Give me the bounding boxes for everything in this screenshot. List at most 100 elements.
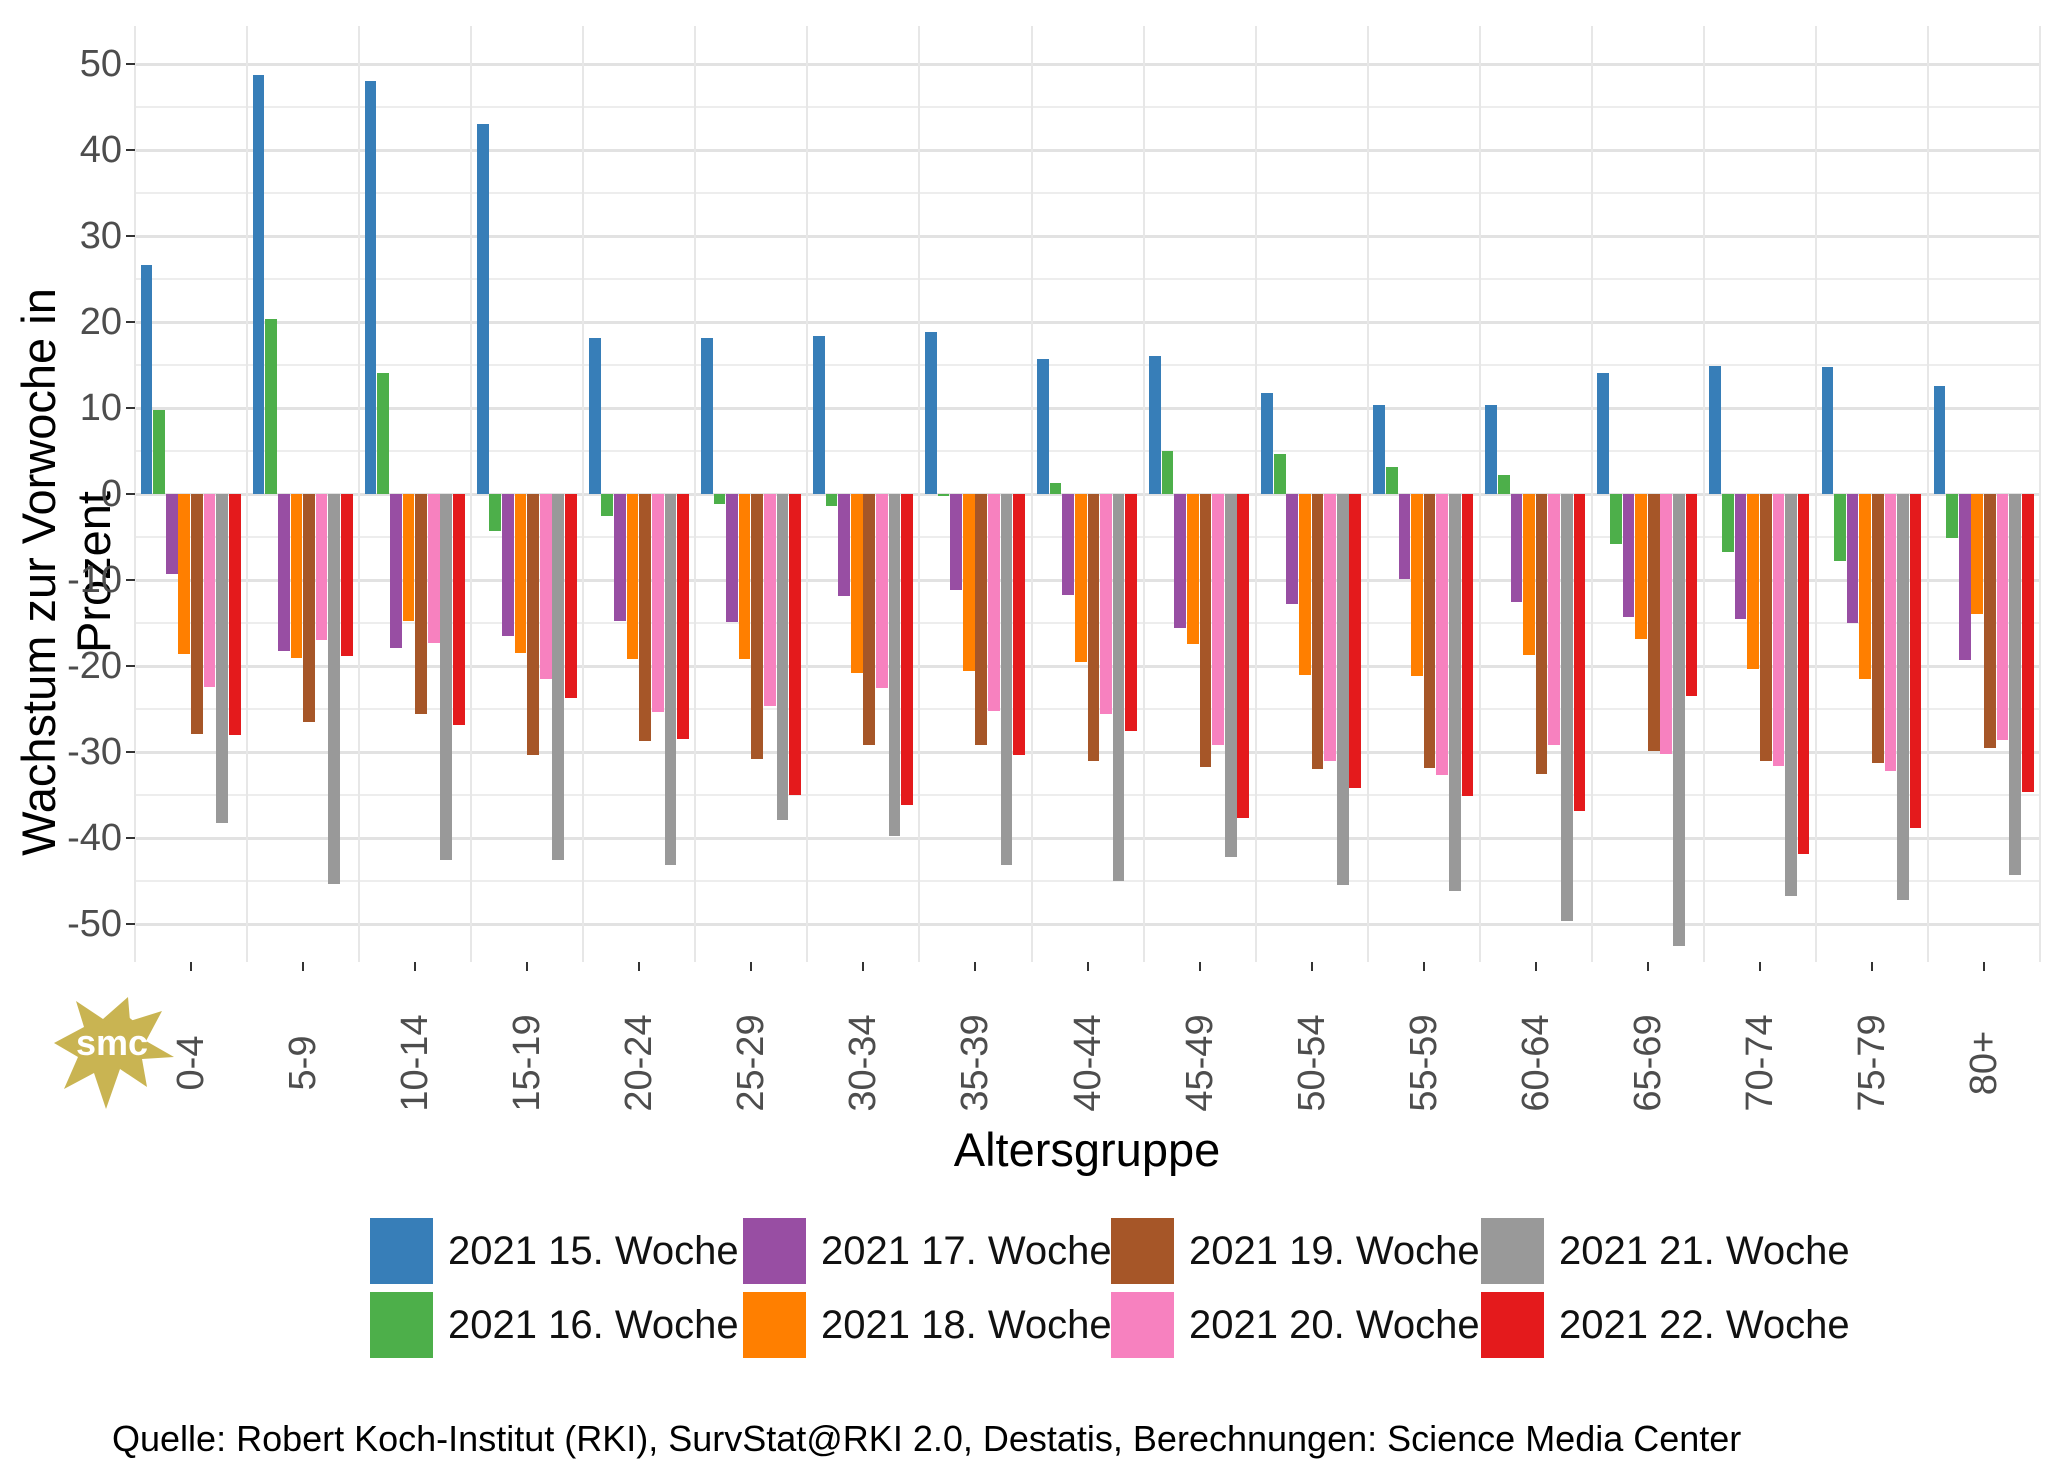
bar bbox=[315, 494, 328, 641]
y-tick-label: -10 bbox=[67, 559, 122, 601]
y-tick-label: 50 bbox=[79, 43, 122, 85]
bar bbox=[1859, 494, 1872, 679]
gridline-vertical bbox=[470, 26, 473, 962]
legend-key-swatch bbox=[743, 1218, 806, 1284]
bar bbox=[165, 494, 178, 574]
legend-key-swatch bbox=[370, 1218, 433, 1284]
bar bbox=[1149, 356, 1161, 494]
bar bbox=[1535, 494, 1548, 775]
bar bbox=[1647, 494, 1660, 752]
y-tick-label: -30 bbox=[67, 731, 122, 773]
x-tick-mark bbox=[750, 962, 753, 971]
gridline-vertical bbox=[1478, 26, 1481, 962]
legend-label: 2021 17. Woche bbox=[821, 1229, 1112, 1273]
bar bbox=[1187, 494, 1199, 644]
bar bbox=[1846, 494, 1859, 623]
bar bbox=[626, 494, 639, 660]
bar bbox=[677, 494, 689, 740]
gridline-minor bbox=[135, 880, 2040, 882]
y-tick-mark bbox=[126, 407, 135, 409]
y-tick-mark bbox=[126, 321, 135, 323]
legend-label: 2021 22. Woche bbox=[1559, 1303, 1850, 1347]
bar bbox=[1411, 494, 1423, 677]
x-tick-label: 20-24 bbox=[617, 1014, 660, 1112]
x-tick-label: 35-39 bbox=[953, 1014, 996, 1112]
bar bbox=[713, 494, 726, 504]
bar bbox=[1273, 453, 1286, 494]
y-tick-label: -50 bbox=[67, 903, 122, 945]
x-tick-mark bbox=[1310, 962, 1313, 971]
bar bbox=[1560, 494, 1573, 921]
bar bbox=[813, 335, 825, 494]
bar bbox=[440, 494, 453, 861]
bar bbox=[527, 494, 539, 755]
bar bbox=[776, 494, 789, 820]
x-tick-label: 75-79 bbox=[1850, 1014, 1893, 1112]
bar bbox=[1261, 392, 1273, 494]
y-tick-mark bbox=[126, 493, 135, 495]
bar bbox=[565, 494, 577, 698]
y-tick-mark bbox=[126, 837, 135, 839]
bar bbox=[901, 494, 913, 806]
source-note: Quelle: Robert Koch-Institut (RKI), Surv… bbox=[112, 1418, 1742, 1459]
x-tick-label: 65-69 bbox=[1626, 1014, 1669, 1112]
bar bbox=[789, 494, 801, 795]
bar bbox=[2009, 494, 2021, 875]
legend-label: 2021 16. Woche bbox=[448, 1303, 739, 1347]
x-tick-label: 50-54 bbox=[1290, 1014, 1333, 1112]
bar bbox=[1597, 372, 1610, 494]
gridline-vertical bbox=[358, 26, 361, 962]
smc-watermark-text: smc bbox=[76, 1022, 148, 1063]
bar bbox=[1199, 494, 1212, 767]
legend-key-swatch bbox=[1111, 1218, 1174, 1284]
x-tick-label: 45-49 bbox=[1178, 1014, 1221, 1112]
x-tick-label: 25-29 bbox=[729, 1014, 772, 1112]
gridline-vertical bbox=[694, 26, 697, 962]
legend-key-swatch bbox=[1481, 1292, 1544, 1358]
bar bbox=[191, 494, 203, 734]
bar bbox=[1510, 494, 1523, 602]
bar bbox=[700, 337, 713, 494]
bar bbox=[1759, 494, 1772, 761]
bar bbox=[738, 494, 751, 660]
x-axis-title: Altersgruppe bbox=[953, 1123, 1221, 1176]
bar bbox=[876, 494, 888, 689]
y-tick-label: -20 bbox=[67, 645, 122, 687]
legend-key-swatch bbox=[743, 1292, 806, 1358]
gridline-vertical bbox=[1702, 26, 1705, 962]
gridline-vertical bbox=[806, 26, 809, 962]
bar bbox=[825, 494, 838, 506]
bar bbox=[664, 494, 677, 865]
legend-label: 2021 19. Woche bbox=[1189, 1229, 1480, 1273]
x-tick-mark bbox=[1086, 962, 1089, 971]
x-tick-label: 0-4 bbox=[169, 1035, 212, 1091]
bar bbox=[415, 494, 427, 715]
bar bbox=[1548, 494, 1561, 746]
bar bbox=[1161, 451, 1174, 494]
x-tick-label: 70-74 bbox=[1738, 1014, 1781, 1112]
x-tick-mark bbox=[1534, 962, 1537, 971]
bar bbox=[153, 409, 165, 494]
x-tick-mark bbox=[526, 962, 529, 971]
gridline-vertical bbox=[1030, 26, 1033, 962]
x-tick-label: 5-9 bbox=[281, 1035, 324, 1091]
bar bbox=[863, 494, 876, 746]
y-tick-mark bbox=[126, 751, 135, 753]
bar bbox=[1884, 494, 1897, 771]
gridline-minor bbox=[135, 794, 2040, 796]
bar bbox=[888, 494, 901, 837]
x-tick-mark bbox=[1198, 962, 1201, 971]
y-tick-mark bbox=[126, 63, 135, 65]
bar bbox=[1635, 494, 1647, 640]
bar bbox=[1037, 359, 1049, 494]
bar bbox=[277, 494, 290, 651]
gridline-major bbox=[135, 923, 2040, 926]
bar bbox=[539, 494, 552, 679]
bar bbox=[303, 494, 315, 722]
y-tick-label: -40 bbox=[67, 817, 122, 859]
bar bbox=[937, 494, 950, 496]
bar bbox=[1673, 494, 1685, 947]
gridline-minor bbox=[135, 450, 2040, 452]
bar bbox=[639, 494, 652, 741]
